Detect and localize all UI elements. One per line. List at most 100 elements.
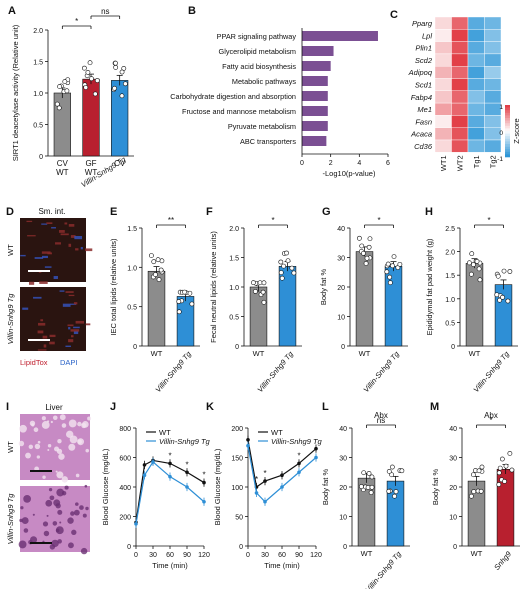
row-label: Villin-Snhg9 Tg [6,293,15,345]
x-axis-label: -Log10(p-value) [323,169,376,178]
data-point [509,467,515,473]
tissue-cell [67,517,74,524]
tissue-stain [22,307,29,310]
tissue-stain [39,281,48,284]
data-point [176,309,182,315]
data-point [367,236,373,242]
panel-k: K 0 50 100 150 200 0 30 60 90 120 Time (min) Blood G… [206,401,323,570]
data-point [497,465,503,471]
sample-label: WT2 [456,155,465,171]
gene-label: Adipoq [408,68,433,77]
y-tick-label: 200 [231,426,243,433]
panel-title: Abx [374,411,388,420]
data-point [119,69,125,75]
data-point [384,269,390,275]
tissue-cell [49,544,56,550]
y-tick-label: 150 [231,456,243,463]
tissue-cell [85,506,89,511]
data-point [151,259,157,265]
y-axis-label: Body fat % [319,269,328,306]
tissue-stain [38,322,46,326]
data-point [261,299,267,305]
heatmap-cell [467,29,485,42]
data-point [119,93,125,99]
heatmap-cell [484,53,502,67]
tissue-cell [42,521,49,527]
tissue-cell [48,487,53,492]
tissue-cell [81,422,87,429]
tissue-stain [51,227,56,229]
heatmap-cell [434,16,452,30]
pathway-bar [302,76,328,86]
group-label: CV [114,159,126,168]
panel-label-m: M [430,401,439,413]
bar [82,78,100,157]
tissue-stain [53,276,58,280]
tissue-cell [73,509,80,516]
tissue-stain [49,341,55,345]
bar [249,286,268,347]
tissue-cell [42,475,46,479]
row-label: WT [6,441,15,453]
data-point [386,469,392,474]
heatmap-cell [484,16,502,30]
data-point [387,274,393,280]
tissue-stain [73,326,80,329]
data-point [261,280,267,286]
heatmap-cell [467,139,485,153]
colorbar-segment [505,107,510,111]
colorbar-segment [505,131,510,134]
sig-text: * [297,451,300,460]
heatmap-cell [434,139,452,153]
colorbar-tick: 0 [499,130,503,137]
data-point [474,258,480,264]
data-point [496,470,502,476]
colorbar-segment [505,105,510,108]
data-point [278,270,284,276]
y-tick-label: 0 [239,544,243,551]
data-point [471,262,476,267]
tissue-cell [57,438,62,444]
sig-text: * [255,475,258,484]
data-point [94,78,100,83]
data-point [112,85,117,91]
panel-label-c: C [390,9,398,21]
gene-label: Plin1 [415,44,432,53]
x-tick-label: 2 [329,160,333,167]
sig-text: ns [377,416,385,425]
tissue-cell [19,518,23,523]
tissue-cell [21,517,29,525]
panel-label-h: H [425,206,433,218]
tissue-cell [77,439,82,445]
heatmap-cell [467,16,485,30]
y-tick-label: 40 [449,426,457,433]
colorbar-segment [505,133,510,137]
panel-label-l: L [322,401,329,413]
data-point [365,485,371,490]
data-point [366,471,372,476]
data-point [499,456,505,462]
heatmap-cell [467,115,485,128]
data-point [123,81,128,87]
heatmap-cell [451,65,469,79]
data-point [176,299,182,304]
series-line [247,445,317,503]
tissue-cell [64,485,69,490]
pathway-label: Pyruvate metabolism [228,122,296,131]
data-point [468,271,474,277]
pathway-label: Metabolic pathways [232,77,296,86]
pathway-label: Fatty acid biosynthesis [222,62,296,71]
tissue-cell [57,509,63,515]
panel-f: F 0 0.5 1.0 1.5 2.0 Fecal neutral lipids (rela… [206,206,302,394]
data-point [479,464,485,470]
series-point [246,443,250,448]
tissue-cell [77,421,82,427]
data-point [399,468,405,474]
y-axis-label: Blood Glucose (mg/dL) [213,448,222,525]
panel-j: J 0 200 400 600 800 0 30 60 90 120 Time (min) Blood … [101,401,211,570]
y-axis-label: Fecal neutral lipids (relative units) [209,231,218,343]
panel-title: Abx [484,411,498,420]
colorbar-segment [505,154,510,158]
